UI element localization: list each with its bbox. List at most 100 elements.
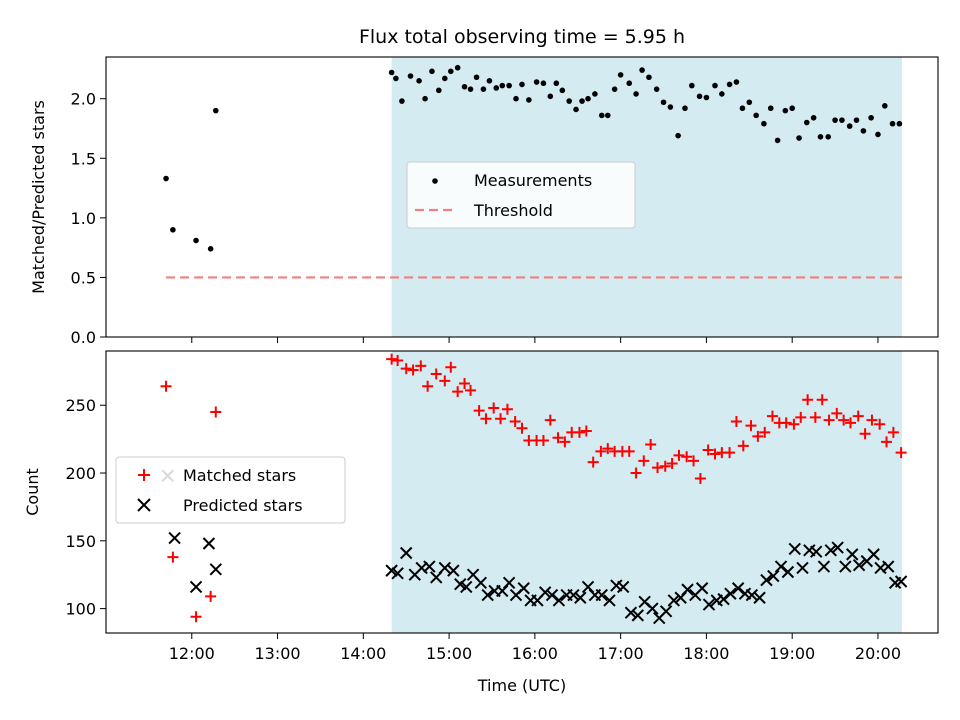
measurements-legend-marker bbox=[432, 178, 438, 184]
predicted-stars-point bbox=[474, 576, 488, 590]
matched-stars-point bbox=[659, 460, 671, 472]
matched-stars-point bbox=[473, 405, 485, 417]
measurements-point bbox=[486, 78, 493, 84]
measurements-point bbox=[506, 82, 512, 89]
matched-stars-point bbox=[752, 430, 764, 442]
matched-stars-point bbox=[838, 414, 850, 426]
matched-stars-point bbox=[501, 403, 513, 415]
measurements-point bbox=[712, 82, 718, 89]
predicted-stars-point bbox=[724, 587, 737, 600]
measurements-point bbox=[513, 95, 519, 102]
measurements-point bbox=[696, 93, 703, 100]
predicted-stars-point bbox=[753, 591, 766, 604]
measurements-point bbox=[547, 93, 554, 100]
legend-box bbox=[115, 456, 346, 524]
measurements-point bbox=[611, 86, 618, 92]
x-tick-label: 19:00 bbox=[769, 644, 815, 663]
top-panel: 0.00.51.01.52.0 Matched/Predicted stars … bbox=[29, 56, 939, 347]
bottom-panel: 100 150 200 250 12:00 13:00 14:00 15:00 16:00 17… bbox=[23, 350, 939, 663]
bottom-panel-y-axis-label: Count bbox=[23, 468, 42, 516]
measurements-point bbox=[566, 98, 572, 104]
measurements-point bbox=[533, 79, 540, 85]
predicted-stars-point bbox=[438, 561, 452, 575]
matched-stars-point bbox=[688, 455, 700, 467]
matched-stars-point bbox=[205, 590, 217, 602]
measurements-point bbox=[682, 105, 688, 112]
measurements-point bbox=[454, 64, 461, 71]
matched-stars-point bbox=[780, 417, 792, 429]
measurements-point bbox=[407, 73, 414, 79]
measurements-point bbox=[853, 117, 860, 123]
measurements-point bbox=[782, 107, 789, 114]
predicted-stars-point bbox=[481, 588, 494, 602]
matched-stars-point bbox=[702, 444, 714, 456]
predicted-stars-point bbox=[767, 569, 780, 583]
measurements-point bbox=[467, 86, 474, 92]
matched-stars-point bbox=[537, 434, 549, 446]
predicted-stars-point bbox=[189, 580, 203, 594]
measurements-point bbox=[889, 120, 896, 127]
matched-stars-point bbox=[845, 417, 857, 429]
predicted-stars-point bbox=[852, 559, 866, 572]
matched-stars-point bbox=[766, 410, 778, 422]
predicted-stars-point bbox=[839, 560, 852, 573]
measurements-point bbox=[526, 97, 532, 103]
measurements-point bbox=[585, 95, 591, 102]
matched-stars-point bbox=[859, 428, 871, 440]
top-panel-legend: Measurements Threshold bbox=[406, 161, 636, 229]
matched-stars-point bbox=[573, 426, 585, 438]
matched-stars-point bbox=[495, 413, 507, 425]
y-tick-label: 0.0 bbox=[71, 328, 96, 347]
predicted-stars-point bbox=[817, 560, 831, 573]
measurements-point bbox=[193, 237, 199, 244]
predicted-stars-point bbox=[788, 542, 801, 556]
predicted-stars-point bbox=[882, 560, 895, 573]
bottom-panel-x-ticks: 12:00 13:00 14:00 15:00 16:00 17:00 18:00 19:00… bbox=[169, 633, 901, 663]
matched-stars-point bbox=[422, 380, 434, 392]
legend-box bbox=[406, 161, 636, 229]
predicted-stars-point bbox=[391, 567, 404, 580]
matched-stars-point bbox=[488, 402, 500, 414]
predicted-stars-point bbox=[824, 544, 837, 557]
matched-stars-point bbox=[160, 380, 172, 392]
x-axis-label: Time (UTC) bbox=[477, 676, 566, 695]
measurements-point bbox=[774, 137, 781, 144]
measurements-legend-label: Measurements bbox=[474, 171, 592, 190]
matched-stars-point bbox=[386, 353, 398, 365]
predicted-stars-point bbox=[659, 605, 673, 618]
predicted-stars-legend-marker bbox=[137, 498, 151, 512]
bottom-panel-frame bbox=[105, 350, 939, 634]
measurements-point bbox=[163, 175, 169, 182]
predicted-stars-point bbox=[646, 602, 659, 615]
matched-stars-point bbox=[802, 394, 814, 406]
matched-stars-point bbox=[788, 418, 800, 430]
x-tick-label: 18:00 bbox=[683, 644, 729, 663]
measurements-point bbox=[416, 78, 422, 84]
predicted-stars-point bbox=[552, 594, 566, 607]
matched-stars-point bbox=[400, 363, 412, 375]
measurements-point bbox=[429, 68, 435, 75]
measurements-point bbox=[739, 105, 746, 112]
matched-stars-point bbox=[709, 448, 721, 460]
matched-stars-point bbox=[595, 445, 607, 457]
matched-stars-point bbox=[852, 410, 864, 422]
matched-stars-legend-label: Matched stars bbox=[183, 466, 296, 485]
measurements-point bbox=[882, 103, 888, 109]
measurements-point bbox=[868, 114, 874, 121]
y-tick-label: 1.0 bbox=[71, 209, 96, 228]
measurements-point bbox=[746, 99, 753, 106]
predicted-stars-point bbox=[624, 606, 638, 619]
predicted-stars-legend-label: Predicted stars bbox=[183, 496, 303, 515]
matched-stars-point bbox=[866, 414, 878, 426]
measurements-point bbox=[639, 67, 645, 73]
top-panel-frame bbox=[105, 56, 939, 338]
predicted-stars-point bbox=[595, 588, 608, 602]
y-tick-label: 150 bbox=[65, 532, 96, 551]
measurements-point bbox=[689, 82, 695, 89]
chart-title: Flux total observing time = 5.95 h bbox=[359, 26, 685, 48]
matched-stars-point bbox=[795, 411, 807, 423]
matched-stars-point bbox=[630, 467, 642, 479]
measurements-point bbox=[393, 75, 399, 82]
matched-stars-point bbox=[652, 462, 664, 474]
measurements-point bbox=[626, 80, 633, 87]
